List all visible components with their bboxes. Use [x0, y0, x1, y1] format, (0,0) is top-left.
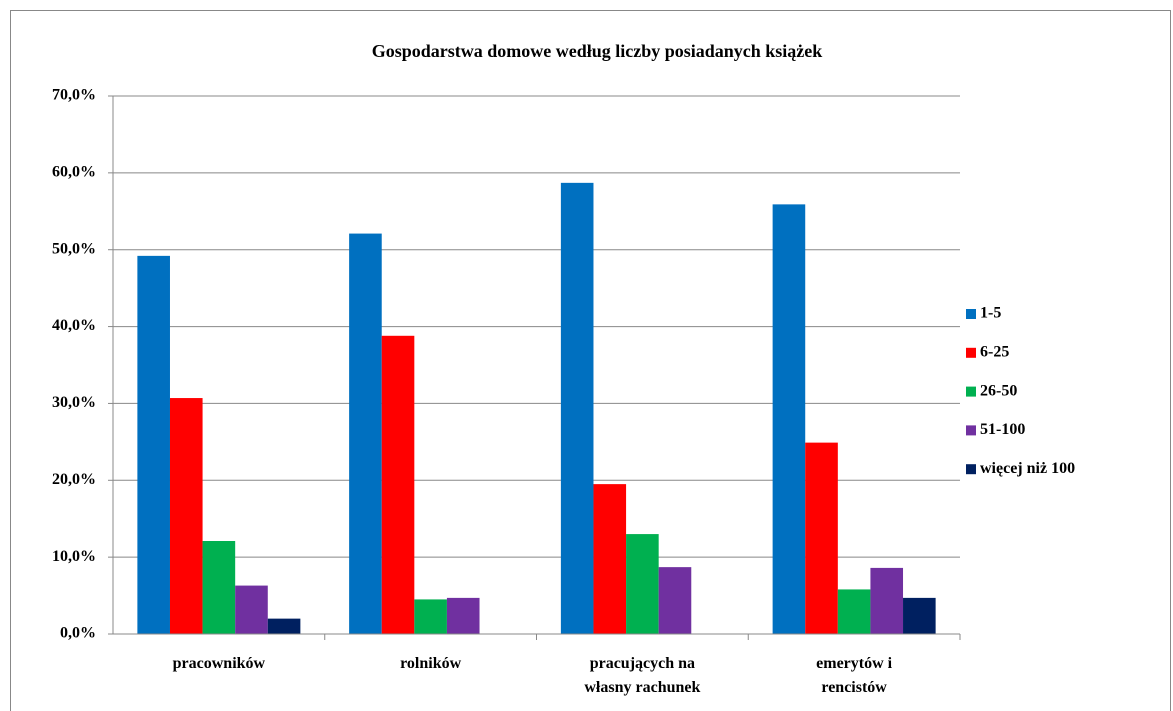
- legend-swatch: [966, 309, 976, 319]
- bar: [202, 541, 236, 634]
- chart-title: Gospodarstwa domowe według liczby posiad…: [372, 41, 823, 61]
- bar: [414, 599, 447, 634]
- bar: [381, 335, 415, 634]
- bar: [593, 484, 627, 634]
- bar: [870, 567, 904, 634]
- y-tick-label: 50,0%: [52, 240, 96, 257]
- legend-swatch: [966, 386, 976, 397]
- bar: [267, 618, 301, 634]
- bar: [837, 589, 871, 634]
- bar: [626, 534, 659, 634]
- bar: [805, 442, 838, 634]
- bar: [446, 597, 480, 634]
- y-tick-label: 20,0%: [52, 471, 96, 488]
- bar: [772, 204, 806, 634]
- legend-label: 1-5: [980, 305, 1001, 322]
- y-tick-label: 60,0%: [52, 164, 96, 181]
- bar: [137, 255, 170, 634]
- y-tick-label: 0,0%: [60, 625, 96, 642]
- legend-label: 26-50: [980, 382, 1017, 399]
- y-tick-label: 70,0%: [52, 87, 96, 104]
- y-tick-label: 40,0%: [52, 317, 96, 334]
- legend-label: 51-100: [980, 421, 1025, 438]
- y-tick-label: 30,0%: [52, 394, 96, 411]
- bar: [235, 585, 268, 634]
- bar: [560, 182, 594, 634]
- x-tick-label: pracowników: [172, 655, 266, 672]
- y-tick-label: 10,0%: [52, 548, 96, 565]
- legend-label: 6-25: [980, 343, 1009, 360]
- x-tick-label: pracujących na własny rachunek: [584, 655, 701, 696]
- x-tick-label: rolników: [400, 655, 462, 672]
- chart-border: [10, 10, 1171, 711]
- legend-swatch: [966, 464, 976, 475]
- bar: [903, 597, 936, 634]
- legend-label: więcej niż 100: [980, 460, 1075, 477]
- bar: [658, 567, 692, 634]
- legend-swatch: [966, 425, 976, 436]
- bar: [169, 398, 203, 634]
- x-tick-label: emerytów i rencistów: [816, 655, 893, 696]
- bar: [349, 233, 382, 634]
- legend-swatch: [966, 347, 976, 358]
